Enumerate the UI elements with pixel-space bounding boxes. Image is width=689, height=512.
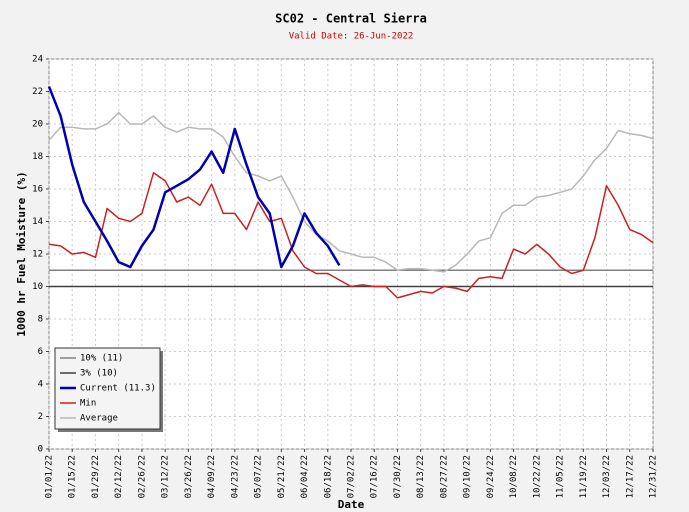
legend: 10% (11) 3% (10) Current (11.3) Min Average (54, 347, 163, 432)
x-tick-label: 11/19/22 (579, 455, 589, 498)
x-tick-label: 02/26/22 (137, 455, 147, 498)
x-tick-label: 03/26/22 (184, 455, 194, 498)
x-tick-label: 01/15/22 (68, 455, 78, 498)
series-line (47, 86, 341, 269)
chart-subtitle: Valid Date: 26-Jun-2022 (289, 32, 414, 42)
legend-label: 10% (11) (80, 354, 123, 364)
x-tick-label: 08/13/22 (416, 455, 426, 498)
x-tick-label: 10/22/22 (532, 455, 542, 498)
x-tick-label: 12/31/22 (649, 455, 659, 498)
series-line (48, 172, 654, 299)
y-tick-label: 22 (32, 87, 43, 97)
x-tick-label: 06/18/22 (323, 455, 333, 498)
y-tick-label: 14 (32, 217, 43, 227)
y-tick-label: 18 (32, 152, 43, 162)
x-tick-label: 02/12/22 (114, 455, 124, 498)
x-tick-label: 03/12/22 (161, 455, 171, 498)
x-tick-label: 06/04/22 (300, 455, 310, 498)
x-tick-label: 12/17/22 (625, 455, 635, 498)
y-tick-label: 2 (38, 412, 43, 422)
y-tick-label: 8 (38, 315, 43, 325)
y-tick-label: 12 (32, 250, 43, 260)
legend-label: 3% (10) (80, 369, 118, 379)
x-tick-label: 09/10/22 (463, 455, 473, 498)
x-tick-label: 04/09/22 (207, 455, 217, 498)
x-tick-label: 07/30/22 (393, 455, 403, 498)
x-tick-label: 07/16/22 (370, 455, 380, 498)
x-tick-label: 01/29/22 (91, 455, 101, 498)
x-tick-label: 05/21/22 (277, 455, 287, 498)
y-tick-label: 24 (32, 55, 43, 65)
x-tick-label: 10/08/22 (509, 455, 519, 498)
series-line (48, 111, 654, 273)
y-tick-label: 4 (38, 380, 43, 390)
x-axis-label: Date (338, 498, 365, 511)
legend-label: Min (80, 399, 96, 409)
x-tick-label: 11/05/22 (556, 455, 566, 498)
y-tick-label: 6 (38, 347, 43, 357)
x-tick-label: 07/02/22 (347, 455, 357, 498)
legend-label: Current (11.3) (80, 384, 156, 394)
x-tick-label: 09/24/22 (486, 455, 496, 498)
y-tick-label: 16 (32, 185, 43, 195)
y-tick-label: 20 (32, 120, 43, 130)
x-tick-label: 08/27/22 (439, 455, 449, 498)
legend-label: Average (80, 414, 118, 424)
chart-title: SC02 - Central Sierra (275, 12, 427, 26)
y-tick-label: 0 (38, 445, 43, 455)
x-tick-label: 12/03/22 (602, 455, 612, 498)
y-axis-label: 1000 hr Fuel Moisture (%) (15, 171, 28, 337)
x-tick-label: 05/07/22 (254, 455, 264, 498)
x-tick-label: 01/01/22 (45, 455, 55, 498)
x-tick-label: 04/23/22 (230, 455, 240, 498)
y-tick-label: 10 (32, 282, 43, 292)
